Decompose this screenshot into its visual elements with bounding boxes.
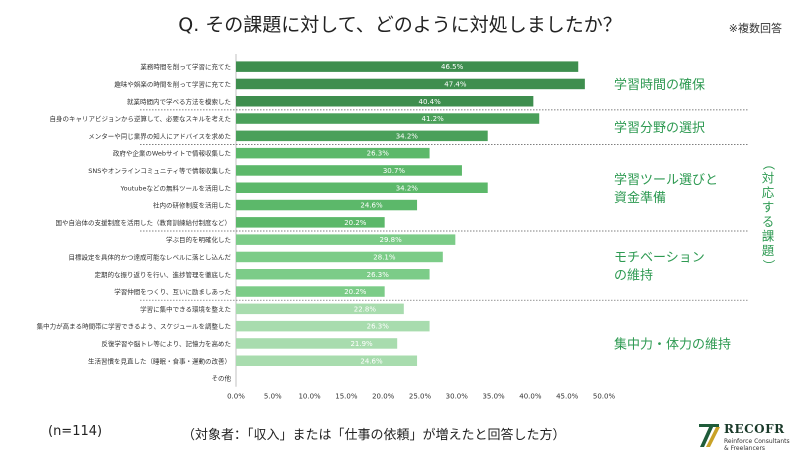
- x-tick-label: 25.0%: [409, 393, 432, 401]
- data-label: 24.6%: [360, 202, 383, 210]
- group-label: 学習分野の選択: [614, 120, 705, 136]
- bar: [236, 269, 430, 280]
- logo-subtitle: Reinforce Consultants & Freelancers: [724, 438, 790, 452]
- logo-mark-icon: [699, 424, 720, 447]
- bar: [236, 199, 418, 211]
- bar: [236, 147, 430, 159]
- x-tick-label: 5.0%: [264, 393, 282, 401]
- category-label: その他: [212, 374, 232, 383]
- data-label: 34.2%: [396, 132, 419, 140]
- bar: [236, 113, 540, 124]
- bar: [236, 251, 443, 263]
- side-label-char: ）: [761, 259, 776, 272]
- data-label: 20.2%: [344, 288, 367, 296]
- category-label: 社内の研修制度を活用した: [153, 201, 231, 210]
- bar: [236, 355, 418, 366]
- side-label-char: す: [762, 200, 775, 215]
- group-label: モチベーション: [614, 251, 705, 266]
- data-label: 28.1%: [373, 253, 396, 261]
- x-tick-label: 20.0%: [372, 393, 395, 401]
- x-tick-label: 15.0%: [335, 393, 358, 401]
- bar: [236, 96, 534, 107]
- bar: [236, 61, 579, 72]
- category-label: メンターや同じ業界の知人にアドバイスを求めた: [88, 131, 231, 140]
- data-label: 29.8%: [380, 236, 403, 244]
- category-label: 集中力が高まる時間帯に学習できるよう、スケジュールを調整した: [37, 322, 231, 331]
- side-label-char: 題: [762, 243, 775, 258]
- category-label: 学習に集中できる環境を整えた: [140, 304, 231, 313]
- category-label: 定期的な振り返りを行い、進捗管理を徹底した: [95, 270, 232, 279]
- data-label: 24.6%: [360, 357, 383, 365]
- x-tick-label: 30.0%: [446, 393, 469, 401]
- x-tick-label: 45.0%: [556, 393, 579, 401]
- recofr-logo: RECOFR Reinforce Consultants & Freelance…: [698, 421, 793, 455]
- side-label-char: 応: [762, 185, 775, 200]
- group-label: 学習ツール選びと: [614, 172, 718, 188]
- side-label-char: （: [761, 158, 776, 171]
- bar: [236, 234, 456, 245]
- bar: [236, 338, 398, 349]
- x-tick-label: 35.0%: [482, 393, 505, 401]
- category-label: 生活習慣を見直した（睡眠・食事・運動の改善）: [88, 356, 231, 365]
- data-label: 46.5%: [441, 63, 464, 71]
- respondent-note: （対象者：「収入」または「仕事の依頼」が増えたと回答した方）: [182, 428, 566, 443]
- group-label: 学習時間の確保: [614, 77, 705, 93]
- bar: [236, 303, 404, 315]
- data-label: 47.4%: [444, 80, 467, 88]
- data-label: 41.2%: [421, 115, 444, 123]
- side-label-char: 対: [762, 171, 775, 186]
- x-tick-label: 40.0%: [519, 393, 542, 401]
- category-label: 反復学習や脳トレ等により、記憶力を高めた: [101, 339, 231, 348]
- data-label: 21.9%: [350, 340, 373, 348]
- data-label: 30.7%: [383, 167, 406, 175]
- x-tick-label: 0.0%: [227, 393, 245, 401]
- data-label: 22.8%: [354, 305, 377, 313]
- bar: [236, 320, 430, 332]
- category-label: SNSやオンラインコミュニティ等で情報収集した: [88, 166, 231, 175]
- data-label: 26.3%: [367, 150, 390, 158]
- x-tick-label: 10.0%: [298, 393, 321, 401]
- data-label: 26.3%: [367, 323, 390, 331]
- data-label: 40.4%: [419, 98, 442, 106]
- category-label: 目標設定を具体的かつ達成可能なレベルに落とし込んだ: [69, 252, 232, 261]
- bar: [236, 165, 462, 176]
- category-label: 政府や企業のWebサイトで情報収集した: [113, 149, 231, 158]
- category-label: 学習仲間をつくり、互いに励ましあった: [114, 287, 231, 296]
- bar: [236, 78, 585, 90]
- chart-title: Q. その課題に対して、どのように対処しましたか？: [178, 14, 622, 36]
- x-tick-label: 50.0%: [593, 393, 616, 401]
- category-label: 国や自治体の支援制度を活用した（教育訓練給付制度など）: [56, 218, 232, 227]
- data-label: 26.3%: [367, 271, 390, 279]
- side-label-char: 課: [762, 229, 775, 244]
- category-label: 就業時間内で学べる方法を模索した: [127, 97, 231, 106]
- bar: [236, 286, 385, 297]
- bar: [236, 182, 488, 193]
- group-label: の維持: [614, 269, 653, 284]
- category-label: 趣味や娯楽の時間を削って学習に充てた: [114, 79, 231, 88]
- category-label: 学ぶ目的を明確化した: [166, 235, 231, 244]
- bar: [236, 130, 488, 142]
- category-label: 業務時間を削って学習に充てた: [140, 62, 231, 71]
- category-label: 自身のキャリアビジョンから逆算して、必要なスキルを考えた: [50, 114, 231, 123]
- data-label: 20.2%: [344, 219, 367, 227]
- logo-name: RECOFR: [724, 422, 785, 436]
- bar-chart: 業務時間を削って学習に充てた 46.5% 趣味や娯楽の時間を削って学習に充てた 47.…: [37, 54, 776, 401]
- group-label: 資金準備: [614, 190, 666, 206]
- multiple-answer-note: ※複数回答: [728, 22, 782, 35]
- group-label: 集中力・体力の維持: [614, 336, 731, 352]
- data-label: 34.2%: [396, 184, 419, 192]
- category-label: Youtubeなどの無料ツールを活用した: [120, 183, 232, 192]
- sample-size: (n=114): [48, 424, 103, 439]
- side-label-char: る: [762, 214, 775, 229]
- bar: [236, 217, 385, 228]
